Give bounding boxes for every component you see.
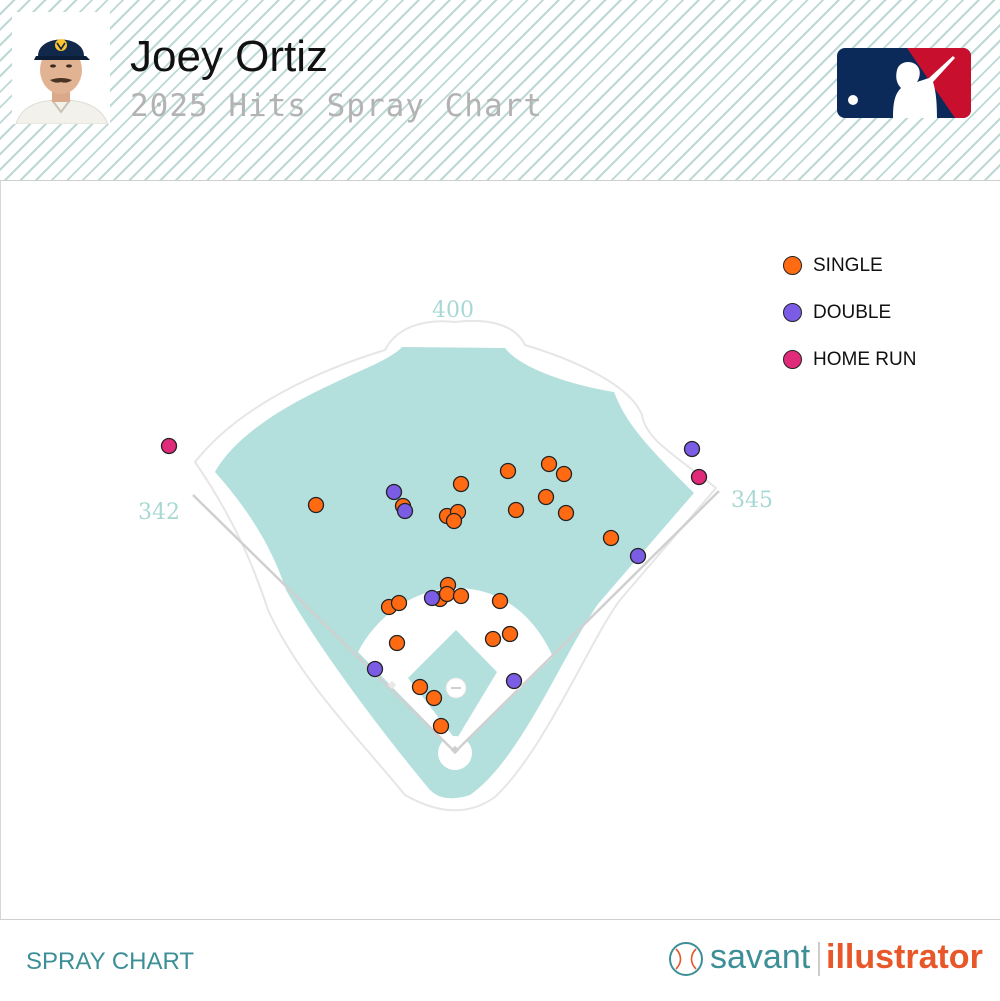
hit-point-single-1 [307, 496, 325, 514]
chart-subtitle: 2025 Hits Spray Chart [130, 88, 543, 124]
player-headshot [12, 12, 110, 124]
distance-label-left: 342 [138, 500, 180, 525]
hit-point-double-6 [366, 660, 384, 678]
hit-point-single-23 [388, 634, 406, 652]
hit-point-single-16 [438, 585, 456, 603]
hit-point-single-17 [452, 587, 470, 605]
right-foul-line [454, 490, 720, 753]
chart-panel [0, 181, 1000, 919]
hit-point-single-8 [507, 501, 525, 519]
hit-point-double-3 [683, 440, 701, 458]
hit-point-single-21 [501, 625, 519, 643]
hit-point-single-26 [432, 717, 450, 735]
brand-separator [818, 942, 820, 976]
brand-illustrator-text: illustrator [826, 938, 983, 976]
footer-label: SPRAY CHART [26, 948, 195, 975]
hit-point-single-6 [555, 465, 573, 483]
third-base [387, 680, 397, 690]
hit-point-single-24 [411, 678, 429, 696]
home-plate [450, 745, 460, 755]
hit-point-single-9 [557, 504, 575, 522]
header-banner: Joey Ortiz 2025 Hits Spray Chart [0, 0, 1000, 181]
player-name: Joey Ortiz [130, 32, 329, 81]
hit-points [160, 437, 708, 735]
hit-point-single-5 [540, 455, 558, 473]
legend-dot-single [783, 256, 802, 275]
outfield-grass [215, 347, 694, 799]
hit-point-double-1 [385, 483, 403, 501]
savant-illustrator-brand: savant illustrator [668, 938, 988, 982]
hit-point-double-7 [505, 672, 523, 690]
mlb-logo [837, 48, 971, 118]
brand-savant-text: savant [710, 938, 811, 976]
hit-point-double-4 [629, 547, 647, 565]
baseball-icon [669, 942, 703, 976]
footer: SPRAY CHART savant illustrator [0, 919, 1000, 1001]
distance-label-right: 345 [731, 488, 773, 513]
legend-label-home-run: HOME RUN [813, 349, 917, 370]
hit-point-single-4 [499, 462, 517, 480]
legend-dot-home-run [783, 350, 802, 369]
hit-point-single-22 [484, 630, 502, 648]
hit-point-home-run-1 [160, 437, 178, 455]
hit-point-single-12 [445, 512, 463, 530]
hit-point-home-run-2 [690, 468, 708, 486]
left-foul-line [192, 494, 456, 753]
hit-point-single-13 [602, 529, 620, 547]
legend-dot-double [783, 303, 802, 322]
hit-point-double-5 [423, 589, 441, 607]
hit-point-single-7 [537, 488, 555, 506]
distance-label-center: 400 [432, 298, 474, 323]
hit-point-single-3 [452, 475, 470, 493]
hit-point-single-25 [425, 689, 443, 707]
legend-label-double: DOUBLE [813, 302, 892, 323]
hit-point-double-2 [396, 502, 414, 520]
legend-label-single: SINGLE [813, 255, 883, 276]
hit-point-single-19 [390, 594, 408, 612]
hit-point-single-20 [491, 592, 509, 610]
